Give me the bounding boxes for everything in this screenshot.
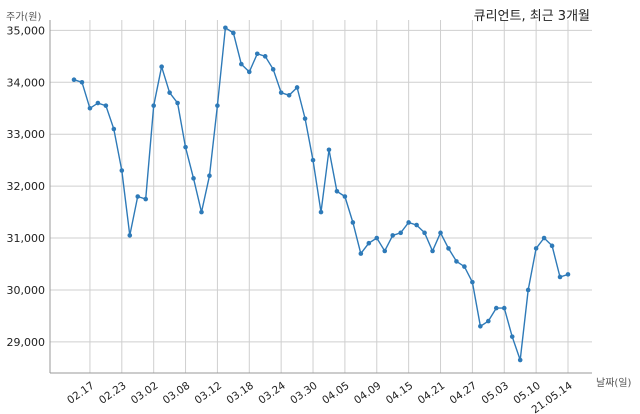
data-point	[422, 230, 427, 236]
data-point	[374, 235, 380, 241]
y-tick-label: 35,000	[7, 24, 46, 37]
data-point	[454, 259, 459, 264]
data-point	[135, 194, 141, 199]
x-tick-label: 03.12	[193, 380, 225, 407]
data-point	[326, 147, 332, 153]
data-point	[382, 248, 388, 254]
data-point	[334, 189, 340, 194]
data-point	[350, 220, 356, 225]
data-point	[103, 103, 109, 108]
data-point	[557, 274, 563, 280]
data-point	[119, 168, 125, 173]
data-point	[111, 126, 117, 132]
data-point	[183, 144, 188, 150]
data-point	[270, 67, 276, 72]
series-line	[73, 26, 569, 361]
y-tick-label: 34,000	[7, 76, 46, 89]
data-point	[199, 209, 204, 215]
data-point	[398, 230, 403, 236]
data-point	[406, 220, 411, 225]
y-axis-label: 주가(원)	[6, 12, 42, 23]
data-point	[246, 69, 252, 75]
data-point	[310, 157, 316, 163]
data-point	[191, 176, 196, 181]
data-point	[517, 357, 523, 363]
x-tick-label: 04.15	[384, 380, 416, 407]
data-point	[366, 240, 372, 246]
data-point	[239, 61, 244, 67]
data-point	[79, 79, 85, 85]
grid	[50, 20, 592, 373]
data-point	[207, 173, 212, 179]
data-point	[462, 264, 467, 269]
data-point	[223, 25, 228, 31]
data-point	[318, 209, 324, 215]
data-point	[501, 305, 507, 311]
series-price	[71, 25, 571, 363]
data-point	[175, 100, 180, 106]
data-point	[159, 64, 164, 70]
data-point	[470, 279, 475, 285]
data-point	[478, 323, 483, 329]
x-tick-label: 04.05	[320, 380, 352, 407]
x-tick-label: 05.03	[479, 380, 511, 407]
data-point	[262, 54, 268, 59]
data-point	[231, 30, 236, 36]
x-tick-label: 02.17	[65, 380, 97, 407]
data-point	[302, 116, 308, 121]
data-point	[438, 230, 443, 236]
data-point	[95, 100, 101, 106]
data-point	[525, 287, 531, 293]
x-tick-label: 02.23	[97, 380, 129, 407]
data-point	[509, 334, 515, 339]
data-point	[294, 85, 300, 90]
data-point	[493, 305, 499, 311]
y-tick-labels: 29,000 30,000 31,000 32,000 33,000 34,000 35,0…	[7, 24, 46, 348]
x-axis-label: 날짜(일)	[596, 378, 632, 389]
data-point	[254, 51, 260, 57]
x-tick-label: 04.21	[416, 380, 448, 407]
data-point	[533, 246, 539, 251]
data-point	[143, 196, 149, 202]
x-tick-label: 03.30	[288, 380, 320, 407]
data-point	[549, 243, 555, 249]
data-point	[430, 248, 435, 254]
y-tick-label: 33,000	[7, 128, 46, 141]
data-point	[342, 194, 348, 199]
x-tick-label: 03.18	[225, 380, 257, 407]
y-tick-label: 30,000	[7, 284, 46, 297]
x-tick-label: 03.24	[256, 379, 288, 406]
data-point	[71, 77, 77, 82]
data-point	[565, 272, 571, 277]
data-point	[358, 251, 364, 256]
data-point	[541, 235, 547, 241]
data-point	[414, 222, 419, 228]
axes	[49, 20, 592, 374]
y-tick-label: 31,000	[7, 232, 46, 245]
data-point	[286, 92, 292, 98]
data-point	[390, 233, 396, 238]
data-point	[87, 105, 93, 111]
data-point	[167, 90, 172, 95]
data-point	[278, 90, 284, 95]
y-tick-label: 32,000	[7, 180, 46, 193]
x-tick-label: 04.09	[352, 380, 384, 407]
data-point	[127, 233, 133, 238]
data-point	[446, 246, 451, 251]
chart-title: 큐리언트, 최근 3개월	[473, 9, 590, 24]
y-tick-label: 29,000	[7, 336, 46, 349]
data-point	[151, 103, 156, 108]
x-tick-labels: 02.17 02.23 03.02 03.08 03.12 03.18 03.24 03.30…	[65, 379, 575, 414]
data-point	[486, 318, 491, 324]
x-tick-label: 03.02	[129, 380, 161, 407]
x-tick-label: 03.08	[161, 380, 193, 407]
data-point	[215, 103, 220, 108]
x-tick-label: 04.27	[448, 380, 480, 407]
